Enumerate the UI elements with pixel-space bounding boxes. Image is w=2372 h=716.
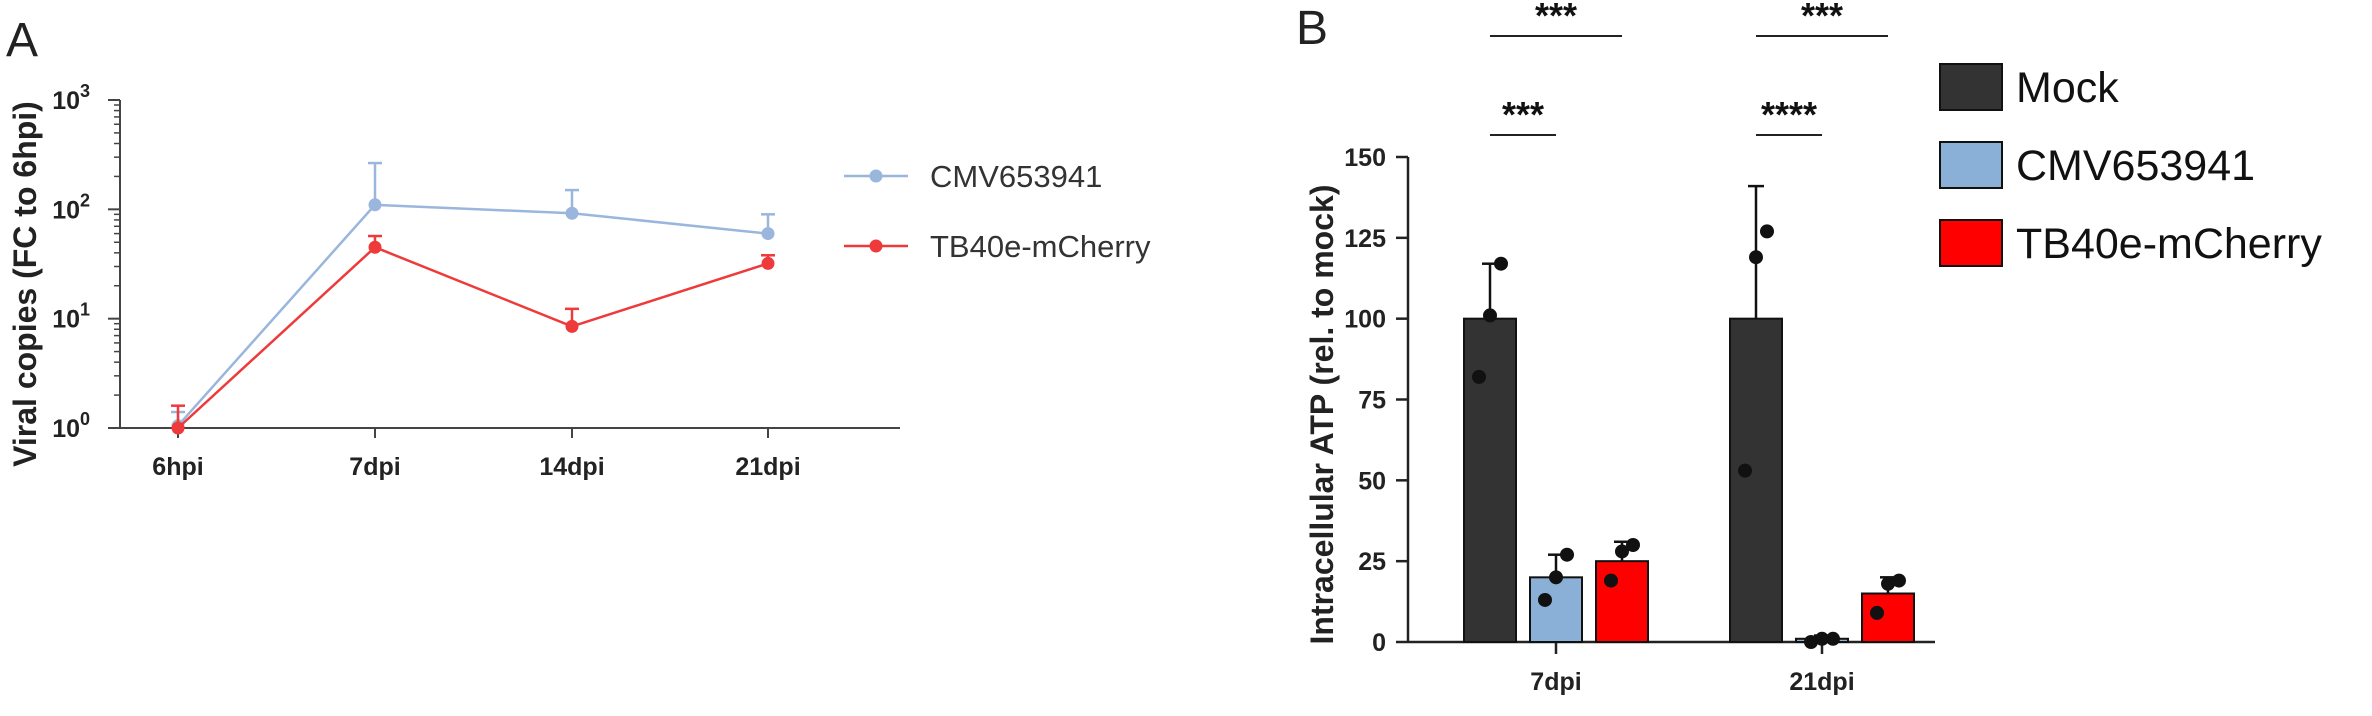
significance-marker: **** [1756,94,1822,136]
replicate-point [1760,224,1774,239]
replicate-point [1815,631,1829,646]
x-tick-label: 14dpi [539,453,604,481]
significance-label: *** [1801,0,1843,36]
legend-marker [869,169,883,183]
significance-label: *** [1502,94,1544,135]
replicate-point [1560,547,1574,562]
replicate-point [1881,576,1895,591]
panel-a-label: A [6,14,38,67]
x-tick-label: 7dpi [1530,668,1581,696]
data-point [761,227,775,241]
data-point [171,421,185,435]
y-tick-exponent: 1 [80,300,90,320]
legend-label: CMV653941 [930,159,1102,194]
replicate-point [1892,573,1906,588]
significance-label: **** [1761,94,1817,135]
replicate-point [1549,570,1563,585]
significance-label: *** [1535,0,1577,36]
y-tick-label: 125 [1344,225,1386,253]
data-point [565,206,579,220]
y-axis-title: Viral copies (FC to 6hpi) [7,101,43,467]
legend-label: TB40e-mCherry [930,229,1151,264]
y-tick-label: 10 [52,306,80,334]
y-tick-label: 75 [1358,387,1386,415]
significance-marker: *** [1756,0,1888,37]
x-tick-label: 7dpi [349,453,400,481]
data-point [368,240,382,254]
significance-marker: *** [1490,94,1556,136]
replicate-point [1870,605,1884,620]
series-CMV653941 [1529,547,1849,649]
series-TB40e-mCherry [1595,538,1915,644]
legend-label: CMV653941 [2016,142,2255,190]
y-tick-label: 25 [1358,548,1386,576]
legend-swatch [1939,219,2003,267]
replicate-point [1738,463,1752,478]
y-tick-label: 10 [52,415,80,443]
y-tick-label: 100 [1344,306,1386,334]
legend-label: Mock [2016,64,2119,112]
significance-marker: *** [1490,0,1622,37]
x-tick-label: 21dpi [735,453,800,481]
bar [1729,317,1783,643]
bar [1463,317,1517,643]
replicate-point [1749,250,1763,265]
y-tick-exponent: 0 [80,409,90,429]
y-tick-label: 10 [52,196,80,224]
legend-marker [869,239,883,253]
legend: Mock CMV653941 TB40e-mCherry [1939,63,2322,268]
y-tick-label: 150 [1344,144,1386,172]
series-CMV653941 [171,161,775,433]
bar [1595,560,1649,644]
y-tick-label: 0 [1372,629,1386,657]
replicate-point [1472,369,1486,384]
series-line [177,245,769,429]
y-tick-exponent: 2 [80,190,90,210]
replicate-point [1826,631,1840,646]
series-Mock [1463,184,1783,643]
replicate-point [1615,544,1629,559]
legend: CMV653941 TB40e-mCherry [844,159,1151,264]
bar [1861,592,1915,643]
x-tick-label: 6hpi [152,453,203,481]
y-tick-exponent: 3 [80,81,90,101]
y-tick-label: 50 [1358,467,1386,495]
data-point [565,319,579,333]
series-line [177,203,769,427]
legend-label: TB40e-mCherry [2016,220,2322,268]
panel-b-label: B [1296,2,1328,55]
bar [1529,576,1583,643]
replicate-point [1494,256,1508,271]
y-axis-title: Intracellular ATP (rel. to mock) [1304,185,1340,645]
legend-swatch [1939,141,2003,189]
replicate-point [1483,308,1497,323]
replicate-point [1538,592,1552,607]
x-tick-label: 21dpi [1789,668,1854,696]
replicate-point [1604,573,1618,588]
y-tick-label: 10 [52,87,80,115]
data-point [368,198,382,212]
series-TB40e-mCherry [171,234,775,435]
replicate-point [1804,635,1818,649]
replicate-point [1626,538,1640,552]
legend-swatch [1939,63,2003,111]
data-point [761,256,775,270]
